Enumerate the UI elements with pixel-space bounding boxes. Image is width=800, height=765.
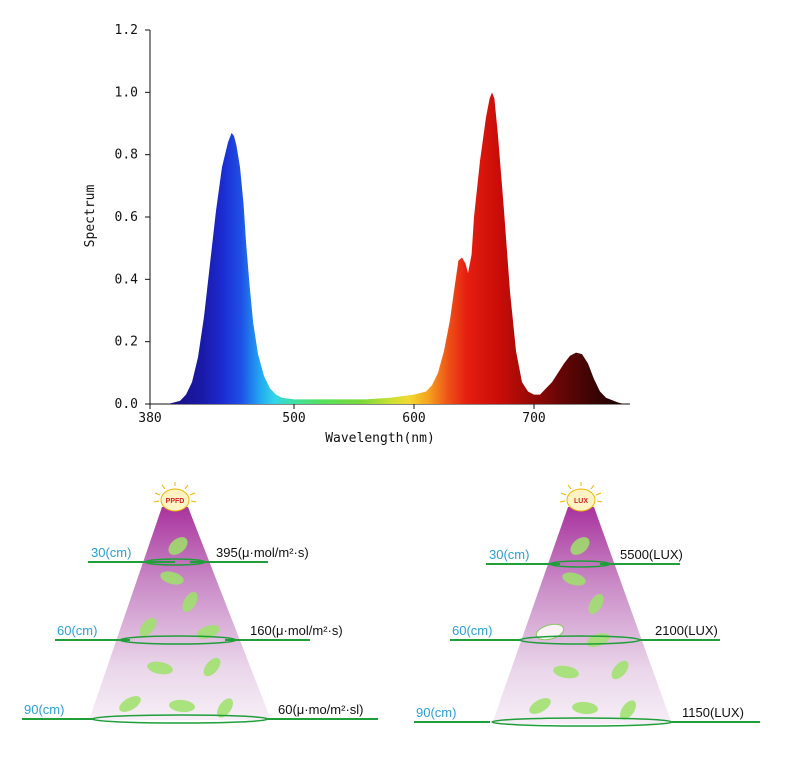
y-tick-label: 0.0 [115,397,138,412]
sun-badge-icon [153,482,197,512]
distance-label-30cm: 30(cm) [91,545,131,560]
y-tick-label: 0.2 [115,335,138,350]
ppfd-value-90cm: 60(μ·mo/m²·sl) [278,702,363,717]
lux-value-30cm: 5500(LUX) [620,547,683,562]
y-tick-label: 0.6 [115,210,138,225]
ppfd-panel: 30(cm) 395(μ·mol/m²·s) 60(cm) 160(μ·mol/… [0,482,400,761]
plot-axes: 0.0 0.2 0.4 0.6 0.8 1.0 1.2 380 500 600 700 [115,23,630,426]
x-tick-label: 500 [282,411,305,426]
spectrum-area [150,92,624,404]
badge-lux: LUX [574,498,588,505]
distance-label-90cm: 90(cm) [416,705,456,720]
lux-panel: 30(cm) 5500(LUX) 60(cm) 2100(LUX) 90(cm)… [400,482,800,761]
leaf-cluster [119,537,233,718]
plot-series [150,92,624,404]
spectrum-chart: 0.0 0.2 0.4 0.6 0.8 1.0 1.2 380 500 600 700 Wavele… [83,23,630,446]
lux-value-90cm: 1150(LUX) [682,705,744,720]
x-axis-title: Wavelength(nm) [325,431,435,446]
distance-label-60cm: 60(cm) [57,623,97,638]
x-tick-label: 380 [138,411,161,426]
ppfd-value-30cm: 395(μ·mol/m²·s) [216,545,309,560]
y-tick-label: 0.8 [115,148,138,163]
y-tick-label: 0.4 [115,272,139,287]
y-tick-label: 1.0 [115,85,138,100]
x-tick-label: 600 [402,411,425,426]
y-axis-title: Spectrum [83,185,98,248]
x-tick-label: 700 [522,411,545,426]
distance-label-90cm: 90(cm) [24,702,64,717]
sun-badge-icon [559,482,603,512]
lux-value-60cm: 2100(LUX) [655,623,718,638]
badge-ppfd: PPFD [166,498,185,505]
distance-label-60cm: 60(cm) [452,623,492,638]
y-tick-label: 1.2 [115,23,138,38]
light-cone [89,507,271,720]
ppfd-value-60cm: 160(μ·mol/m²·s) [250,623,343,638]
distance-label-30cm: 30(cm) [489,547,529,562]
